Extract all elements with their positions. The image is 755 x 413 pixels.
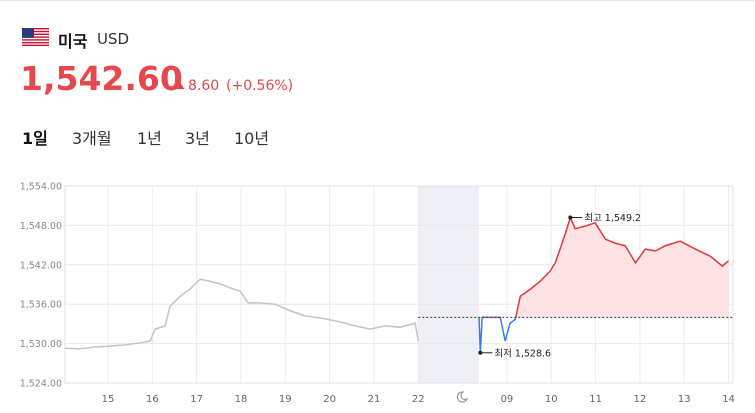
x-tick-label: 22 — [412, 394, 425, 405]
tab[interactable]: 3개월 — [72, 129, 112, 148]
x-tick-label: 20 — [323, 394, 336, 405]
y-tick-label: 1,536.00 — [20, 300, 62, 311]
tab[interactable]: 3년 — [185, 129, 210, 148]
tab[interactable]: 1년 — [137, 129, 162, 148]
x-tick-label: 14 — [722, 394, 735, 405]
x-tick-label: 21 — [368, 394, 381, 405]
x-tick-label: 12 — [634, 394, 647, 405]
x-tick-label: 09 — [501, 394, 514, 405]
annotation: 최고 1,549.2 — [584, 213, 641, 224]
price: 1,542.60 — [20, 59, 183, 98]
y-tick-label: 1,524.00 — [20, 379, 62, 390]
x-tick-label: 10 — [545, 394, 558, 405]
line — [64, 278, 420, 350]
plot-border — [64, 185, 734, 384]
line — [478, 317, 517, 353]
y-tick-label: 1,542.00 — [20, 260, 62, 271]
area — [479, 217, 729, 318]
x-tick-label: 17 — [190, 394, 203, 405]
x-tick-label: 15 — [102, 394, 115, 405]
flag — [22, 28, 49, 46]
line — [478, 215, 730, 318]
x-tick-label: 18 — [235, 394, 248, 405]
x-tick-label: 11 — [589, 394, 602, 405]
y-tick-label: 1,530.00 — [20, 339, 62, 350]
tab[interactable]: 10년 — [234, 129, 270, 148]
change: 8.60 — [188, 78, 220, 94]
up-arrow — [176, 83, 185, 89]
x-tick-label: 19 — [279, 394, 292, 405]
currency: USD — [97, 30, 130, 48]
y-tick-label: 1,548.00 — [20, 221, 62, 232]
night-icon — [456, 391, 469, 403]
tab[interactable]: 1일 — [22, 129, 48, 148]
country: 미국 — [58, 32, 88, 51]
annotation: 최저 1,528.6 — [494, 348, 551, 359]
x-tick-label: 16 — [146, 394, 159, 405]
y-tick-label: 1,554.00 — [20, 182, 62, 193]
night-band — [418, 186, 479, 383]
change-pct: (+0.56%) — [226, 78, 294, 94]
x-tick-label: 13 — [678, 394, 691, 405]
